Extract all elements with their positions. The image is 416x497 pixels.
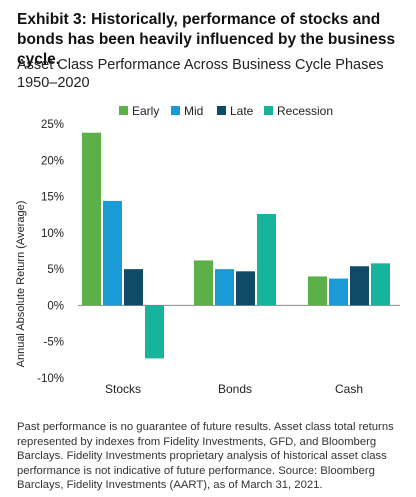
legend-label-early: Early (132, 104, 159, 118)
x-tick-label: Bonds (218, 382, 252, 396)
exhibit-title: Exhibit 3: Historically, performance of … (17, 11, 396, 68)
bar-stocks-mid (103, 200, 122, 306)
bar-bonds-mid (215, 269, 234, 306)
bar-cash-early (308, 276, 327, 306)
bar-cash-mid (329, 278, 348, 306)
bar-cash-recession (371, 263, 390, 306)
x-tick-label: Stocks (105, 382, 141, 396)
legend: Early Mid Late Recession (119, 104, 333, 118)
y-tick-label: 20% (41, 155, 64, 167)
y-tick-label: 25% (41, 119, 64, 131)
bar-bonds-early (194, 260, 213, 306)
legend-swatch-mid (171, 106, 180, 115)
bar-stocks-recession (145, 305, 164, 359)
legend-swatch-recession (264, 106, 273, 115)
legend-label-recession: Recession (277, 104, 333, 118)
legend-swatch-late (217, 106, 226, 115)
footnote: Past performance is no guarantee of futu… (17, 421, 394, 491)
bar-stocks-early (82, 132, 101, 306)
bars (82, 132, 390, 359)
legend-swatch-early (119, 106, 128, 115)
chart-subtitle: Asset Class Performance Across Business … (17, 57, 384, 91)
y-tick-label: -10% (37, 373, 64, 385)
y-axis-ticks: 25% 20% 15% 10% 5% 0% -5% -10% (37, 119, 64, 385)
y-tick-label: 10% (41, 228, 64, 240)
bar-chart: Early Mid Late Recession Annual Absolute Re… (15, 104, 400, 396)
bar-bonds-late (236, 271, 255, 306)
y-tick-label: -5% (44, 337, 64, 349)
y-tick-label: 0% (47, 300, 64, 312)
x-tick-label: Cash (335, 382, 363, 396)
y-axis-label: Annual Absolute Return (Average) (15, 201, 27, 368)
bar-stocks-late (124, 269, 143, 306)
legend-label-mid: Mid (184, 104, 203, 118)
y-tick-label: 5% (47, 264, 64, 276)
bar-bonds-recession (257, 213, 276, 306)
y-tick-label: 15% (41, 192, 64, 204)
x-axis-ticks: Stocks Bonds Cash (105, 382, 363, 396)
legend-label-late: Late (230, 104, 254, 118)
bar-cash-late (350, 266, 369, 306)
